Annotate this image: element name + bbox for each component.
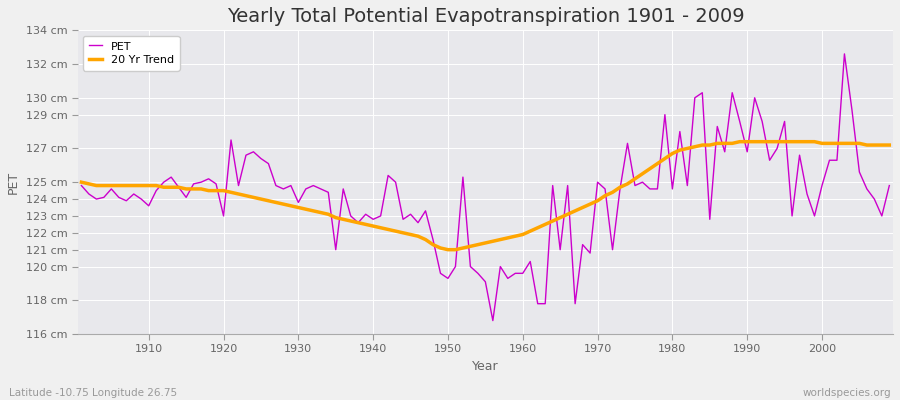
20 Yr Trend xyxy=(734,139,745,144)
20 Yr Trend xyxy=(346,219,356,224)
20 Yr Trend xyxy=(884,143,895,148)
20 Yr Trend xyxy=(301,207,311,212)
PET xyxy=(136,197,147,202)
PET xyxy=(76,183,86,188)
PET xyxy=(301,186,311,191)
PET xyxy=(525,259,535,264)
PET xyxy=(839,52,850,56)
Legend: PET, 20 Yr Trend: PET, 20 Yr Trend xyxy=(83,36,180,70)
Line: PET: PET xyxy=(81,54,889,320)
20 Yr Trend xyxy=(136,183,147,188)
Text: worldspecies.org: worldspecies.org xyxy=(803,388,891,398)
PET xyxy=(518,271,528,276)
Line: 20 Yr Trend: 20 Yr Trend xyxy=(81,142,889,250)
PET xyxy=(488,318,499,323)
Y-axis label: PET: PET xyxy=(7,171,20,194)
Text: Latitude -10.75 Longitude 26.75: Latitude -10.75 Longitude 26.75 xyxy=(9,388,177,398)
20 Yr Trend xyxy=(518,232,528,237)
X-axis label: Year: Year xyxy=(472,360,499,373)
PET xyxy=(615,186,626,191)
Title: Yearly Total Potential Evapotranspiration 1901 - 2009: Yearly Total Potential Evapotranspiratio… xyxy=(227,7,744,26)
20 Yr Trend xyxy=(525,229,535,234)
20 Yr Trend xyxy=(615,185,626,190)
20 Yr Trend xyxy=(443,247,454,252)
PET xyxy=(346,214,356,218)
PET xyxy=(884,183,895,188)
20 Yr Trend xyxy=(76,180,86,184)
